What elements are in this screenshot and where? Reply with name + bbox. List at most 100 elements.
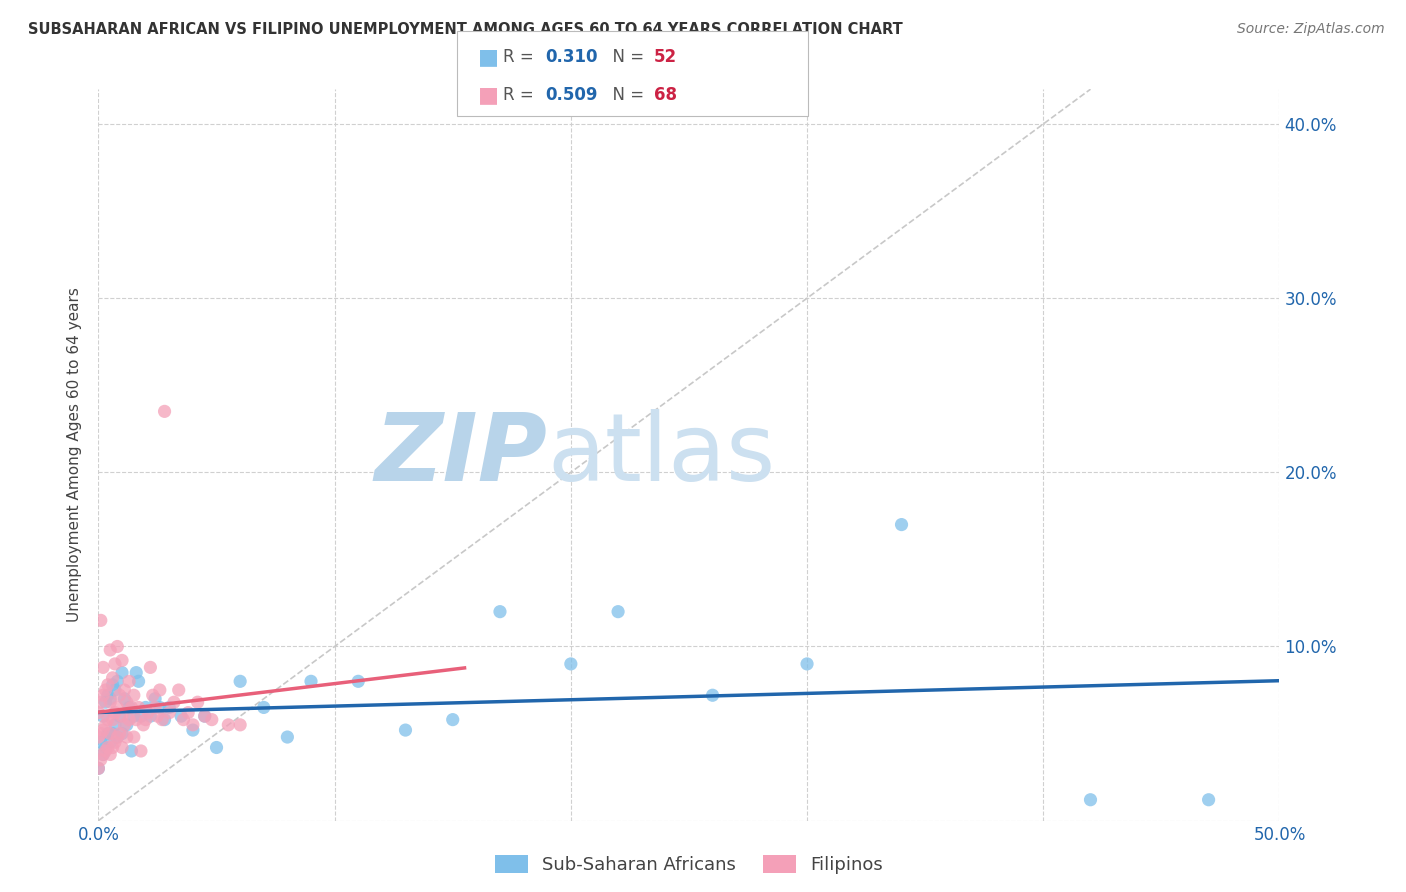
Point [91,747,114,762]
Y-axis label: Unemployment Among Ages 60 to 64 years: Unemployment Among Ages 60 to 64 years [67,287,83,623]
Point [121,744,143,758]
Point [101,726,124,740]
Point [136,706,159,720]
Point [94,683,117,698]
Point [194,709,217,723]
Point [91,660,114,674]
Point [105,640,128,654]
Point [153,713,176,727]
Point [890,517,912,532]
Point [105,674,128,689]
Point [132,718,155,732]
Point [139,660,162,674]
Point [101,678,124,692]
Point [118,700,141,714]
Point [101,740,124,755]
Point [181,723,204,737]
Point [105,730,128,744]
Point [560,657,582,671]
Point [90,613,112,627]
Point [97,688,120,702]
Point [112,718,135,732]
Point [97,740,120,755]
Point [139,709,162,723]
Point [108,726,131,740]
Point [135,700,157,714]
Text: ■: ■ [478,85,499,105]
Point [111,726,134,740]
Point [98,735,121,749]
Point [128,674,150,689]
Point [87,730,110,744]
Text: R =: R = [503,48,540,66]
Point [149,700,172,714]
Point [111,709,134,723]
Text: ZIP: ZIP [374,409,547,501]
Point [91,688,114,702]
Point [253,700,276,714]
Point [104,706,127,720]
Point [167,683,190,698]
Point [1080,793,1102,807]
Text: R =: R = [503,86,540,103]
Point [142,688,165,702]
Point [157,706,180,720]
Point [129,744,152,758]
Point [118,713,141,727]
Point [108,709,131,723]
Point [135,713,157,727]
Point [98,695,121,709]
Text: 68: 68 [654,86,676,103]
Point [115,695,138,709]
Point [90,753,112,767]
Point [111,653,134,667]
Point [98,747,121,762]
Point [97,678,120,692]
Point [153,404,176,418]
Point [91,709,114,723]
Point [91,747,114,762]
Point [90,735,112,749]
Text: Source: ZipAtlas.com: Source: ZipAtlas.com [1237,22,1385,37]
Point [111,665,134,680]
Point [118,674,141,689]
Point [143,700,166,714]
Point [122,730,145,744]
Point [122,688,145,702]
Point [201,713,224,727]
Point [125,665,148,680]
Point [115,730,138,744]
Point [111,740,134,755]
Point [98,643,121,657]
Point [105,700,128,714]
Point [299,674,322,689]
Point [87,706,110,720]
Point [194,709,217,723]
Point [104,718,127,732]
Point [125,713,148,727]
Point [87,761,110,775]
Point [205,740,228,755]
Legend: Sub-Saharan Africans, Filipinos: Sub-Saharan Africans, Filipinos [488,847,890,881]
Point [115,718,138,732]
Point [150,713,173,727]
Point [229,674,252,689]
Point [112,683,135,698]
Point [129,709,152,723]
Point [94,718,117,732]
Text: N =: N = [602,86,650,103]
Point [146,709,169,723]
Point [104,683,127,698]
Point [108,688,131,702]
Point [796,657,818,671]
Point [121,700,143,714]
Point [105,730,128,744]
Point [177,706,200,720]
Point [128,700,150,714]
Point [441,713,464,727]
Point [187,695,209,709]
Text: 0.310: 0.310 [546,48,598,66]
Point [101,713,124,727]
Point [143,691,166,706]
Point [229,718,252,732]
